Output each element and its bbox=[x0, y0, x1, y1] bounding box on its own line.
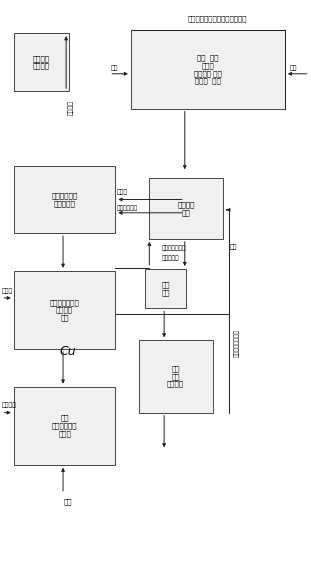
Text: 三次联接子水: 三次联接子水 bbox=[117, 205, 138, 211]
Text: 及氧气: 及氧气 bbox=[117, 190, 128, 196]
Text: 来水: 来水 bbox=[230, 244, 237, 250]
FancyBboxPatch shape bbox=[14, 386, 115, 465]
Text: 三次洗涤后的子水: 三次洗涤后的子水 bbox=[234, 329, 240, 357]
Text: 接受  碳酸
周期性
化学平衡 属柯
发展期  对流: 接受 碳酸 周期性 化学平衡 属柯 发展期 对流 bbox=[194, 55, 222, 84]
Text: 光山: 光山 bbox=[290, 65, 297, 71]
Text: 遮光: 遮光 bbox=[111, 65, 118, 71]
Text: 水一价: 水一价 bbox=[2, 288, 13, 294]
FancyBboxPatch shape bbox=[131, 30, 285, 109]
Text: Cu: Cu bbox=[59, 345, 76, 359]
FancyBboxPatch shape bbox=[14, 33, 69, 91]
Text: 提取
矿水洗涤制备
三级水: 提取 矿水洗涤制备 三级水 bbox=[52, 415, 77, 436]
Text: 固定对策
对策对策: 固定对策 对策对策 bbox=[33, 55, 50, 69]
FancyBboxPatch shape bbox=[145, 269, 186, 308]
Text: 分离洗涤
集水: 分离洗涤 集水 bbox=[178, 201, 195, 215]
Text: 合格式进行吸附: 合格式进行吸附 bbox=[162, 246, 186, 251]
Text: 并制备匹合: 并制备匹合 bbox=[162, 255, 179, 261]
Text: 共热干水: 共热干水 bbox=[2, 403, 17, 409]
Text: 一氧化碳: 一氧化碳 bbox=[68, 100, 73, 115]
Text: 碳水氧二氧化碳气体回收写真空: 碳水氧二氧化碳气体回收写真空 bbox=[188, 16, 247, 23]
FancyBboxPatch shape bbox=[138, 340, 212, 413]
FancyBboxPatch shape bbox=[14, 166, 115, 233]
Text: 燃烧: 燃烧 bbox=[63, 499, 72, 505]
FancyBboxPatch shape bbox=[14, 271, 115, 349]
FancyBboxPatch shape bbox=[149, 178, 223, 239]
Text: 干燥
对策
吸附包装: 干燥 对策 吸附包装 bbox=[167, 365, 184, 388]
Text: 十一
卖匹: 十一 卖匹 bbox=[161, 282, 170, 296]
Text: 氯化氢水氧化铜
消化气水
问题: 氯化氢水氧化铜 消化气水 问题 bbox=[50, 299, 79, 321]
Text: 化铜液铜氧化
及双氧化酶: 化铜液铜氧化 及双氧化酶 bbox=[51, 193, 78, 207]
